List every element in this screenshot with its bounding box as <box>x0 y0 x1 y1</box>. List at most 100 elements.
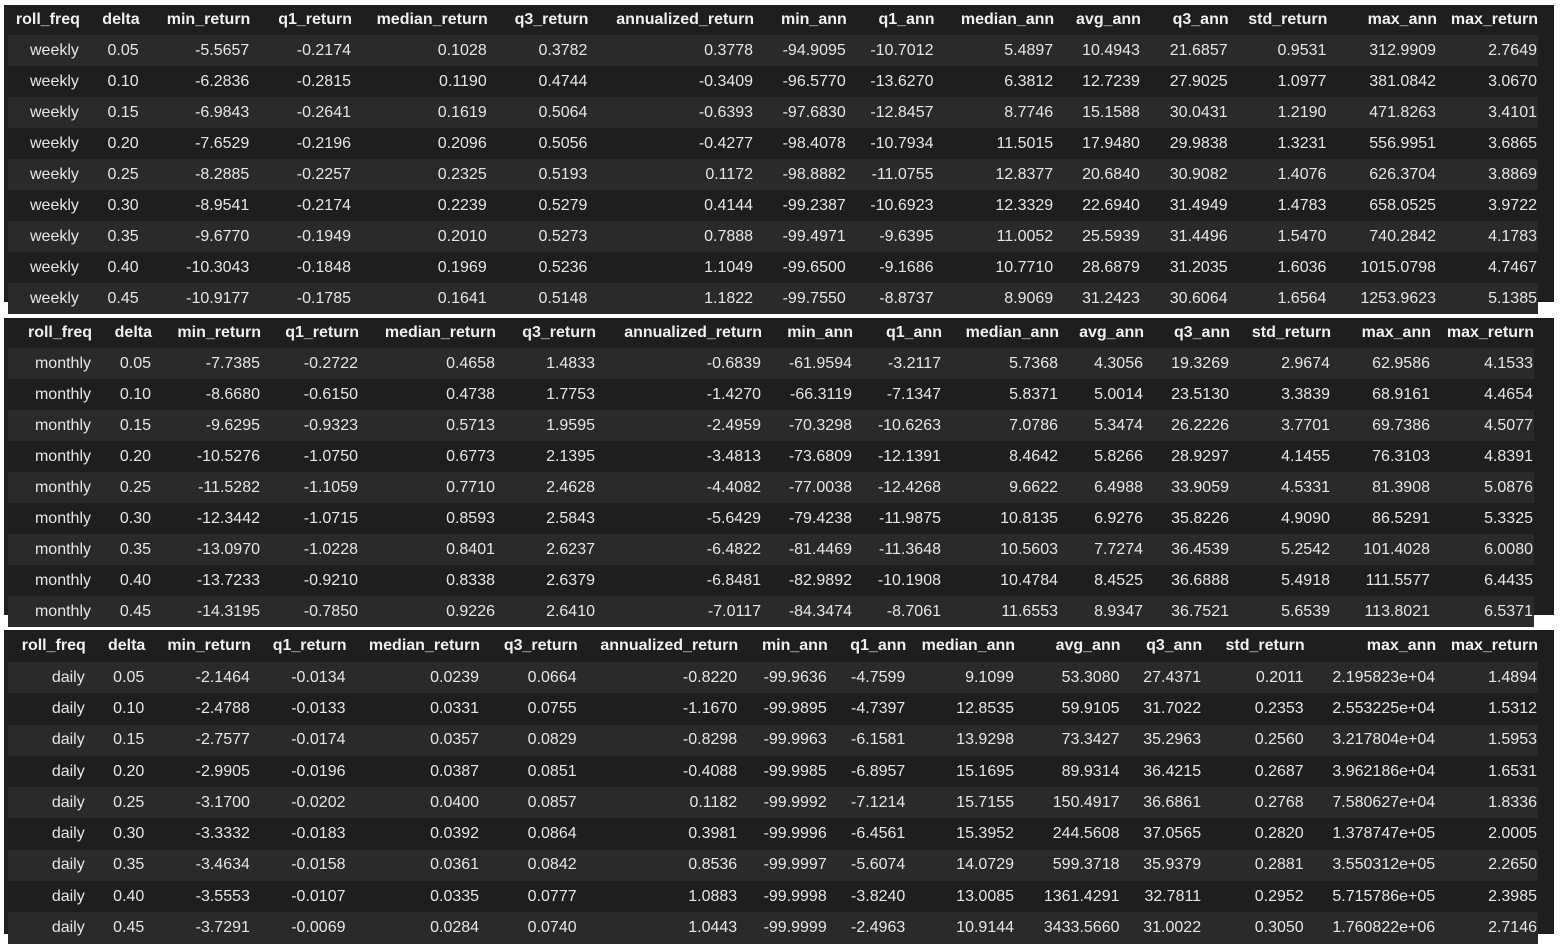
table-cell-annualized-return: -4.4082 <box>596 472 762 503</box>
table-cell-median-ann: 11.5015 <box>934 128 1055 159</box>
table-cell-delta: 0.20 <box>92 441 152 472</box>
table-cell-median-ann: 10.9144 <box>906 912 1016 944</box>
table-cell-std-return: 5.2542 <box>1230 534 1331 565</box>
table-cell-std-return: 0.2952 <box>1202 881 1305 913</box>
table-cell-q1-ann: -8.7061 <box>853 596 942 627</box>
table-cell-median-ann: 9.6622 <box>942 472 1059 503</box>
column-header-median-return: median_return <box>376 11 488 28</box>
column-header-avg-ann: avg_ann <box>1079 324 1144 341</box>
table-cell-q1-ann: -8.8737 <box>846 283 935 314</box>
table-cell-q3-return: 2.6237 <box>496 534 596 565</box>
table-cell-delta: 0.30 <box>79 190 140 221</box>
table-cell-q1-ann: -12.4268 <box>853 472 942 503</box>
table-cell-avg-ann: 89.9314 <box>1015 755 1121 788</box>
table-cell-max-ann: 3.217804e+04 <box>1304 724 1437 756</box>
table-cell-median-return: 0.1641 <box>352 283 488 314</box>
column-header-q3-return: q3_return <box>514 11 589 28</box>
table-cell-median-ann: 15.3952 <box>906 818 1016 850</box>
table-cell-min-ann: -99.9636 <box>738 662 828 694</box>
table-cell-annualized-return: 1.0883 <box>577 881 739 913</box>
column-header-std-return: std_return <box>1248 11 1328 28</box>
table-cell-std-return: 1.4076 <box>1228 159 1328 190</box>
table-cell-median-ann: 5.8371 <box>942 379 1059 410</box>
table-cell-q3-return: 0.5236 <box>487 252 589 283</box>
table-row: daily 0.40 -3.5553 -0.0107 0.0335 0.0777 1.088… <box>8 881 1538 913</box>
table-cell-delta: 0.30 <box>92 503 152 534</box>
table-cell-q1-ann: -3.2117 <box>853 348 942 379</box>
table-cell-avg-ann: 17.9480 <box>1054 128 1141 159</box>
table-cell-std-return: 3.7701 <box>1230 410 1331 441</box>
table-cell-annualized-return: 1.1049 <box>588 252 755 283</box>
table-cell-median-ann: 10.5603 <box>942 534 1059 565</box>
table-cell-median-return: 0.0400 <box>346 787 481 819</box>
table-cell-delta: 0.45 <box>79 283 140 314</box>
table-cell-delta: 0.35 <box>85 849 146 882</box>
table-cell-q3-ann: 27.9025 <box>1140 66 1229 97</box>
table-cell-q1-return: -0.2722 <box>261 348 359 379</box>
table-cell-annualized-return: -0.4277 <box>588 128 755 159</box>
table-cell-delta: 0.40 <box>79 252 140 283</box>
table-cell-std-return: 0.2011 <box>1202 662 1305 694</box>
table-cell-std-return: 0.3050 <box>1202 912 1305 944</box>
table-row: monthly 0.30 -12.3442 -1.0715 0.8593 2.5843 -5… <box>8 503 1534 534</box>
table-row: monthly 0.15 -9.6295 -0.9323 0.5713 1.9595 -2.… <box>8 410 1534 441</box>
table-cell-roll-freq: daily <box>8 787 86 819</box>
table-cell-max-ann: 81.3908 <box>1331 472 1431 503</box>
table-cell-q1-ann: -10.6923 <box>846 190 935 221</box>
table-cell-std-return: 1.3231 <box>1228 128 1328 159</box>
table-cell-roll-freq: daily <box>8 693 86 725</box>
table-cell-max-ann: 1.760822e+06 <box>1304 912 1437 944</box>
table-cell-median-ann: 10.4784 <box>942 565 1059 596</box>
table-cell-q1-return: -0.2196 <box>250 128 352 159</box>
table-cell-q1-return: -0.9323 <box>261 410 359 441</box>
table-cell-q3-return: 2.6410 <box>496 596 596 627</box>
table-cell-max-return: 3.0670 <box>1437 66 1538 97</box>
table-cell-median-return: 0.7710 <box>359 472 496 503</box>
table-cell-roll-freq: weekly <box>8 190 80 221</box>
table-cell-min-return: -2.9905 <box>145 755 251 788</box>
table-cell-annualized-return: -1.4270 <box>596 379 762 410</box>
table-cell-std-return: 4.1455 <box>1230 441 1331 472</box>
table-cell-min-ann: -99.9992 <box>738 787 828 819</box>
table-cell-min-return: -9.6295 <box>152 410 261 441</box>
column-header-delta: delta <box>102 11 140 28</box>
table-cell-median-ann: 12.8377 <box>934 159 1055 190</box>
table-cell-max-return: 4.8391 <box>1431 441 1534 472</box>
table-cell-q3-ann: 30.6064 <box>1140 283 1229 314</box>
table-cell-min-return: -14.3195 <box>152 596 261 627</box>
table-cell-q3-ann: 36.4539 <box>1144 534 1230 565</box>
table-cell-min-ann: -99.9963 <box>738 724 828 756</box>
table-cell-median-return: 0.0357 <box>346 724 481 756</box>
table-cell-q3-return: 2.1395 <box>496 441 596 472</box>
table-cell-q1-ann: -3.8240 <box>827 881 907 913</box>
table-cell-std-return: 0.2353 <box>1202 693 1305 725</box>
table-cell-max-ann: 471.8263 <box>1327 97 1438 128</box>
table-cell-max-ann: 68.9161 <box>1331 379 1431 410</box>
table-row: weekly 0.45 -10.9177 -0.1785 0.1641 0.5148 1.1… <box>8 283 1538 314</box>
table-cell-delta: 0.25 <box>79 159 140 190</box>
table-cell-median-return: 0.4658 <box>359 348 496 379</box>
table-row: weekly 0.15 -6.9843 -0.2641 0.1619 0.5064 -0.6… <box>8 97 1538 128</box>
table-cell-min-return: -3.5553 <box>145 881 251 913</box>
table-row: monthly 0.10 -8.6680 -0.6150 0.4738 1.7753 -1.… <box>8 379 1534 410</box>
table-cell-min-ann: -99.7550 <box>754 283 847 314</box>
column-header-q3-return: q3_return <box>503 637 578 654</box>
table-cell-min-ann: -99.9997 <box>738 849 828 882</box>
column-header-min-return: min_return <box>167 637 251 654</box>
table-cell-max-ann: 1253.9623 <box>1327 283 1438 314</box>
column-header-q3-ann: q3_ann <box>1146 637 1203 654</box>
table-cell-min-return: -11.5282 <box>152 472 261 503</box>
table-cell-max-ann: 3.550312e+05 <box>1304 849 1437 882</box>
table-cell-q1-ann: -4.7397 <box>827 693 907 725</box>
column-header-annualized-return: annualized_return <box>624 324 762 341</box>
table-cell-q3-return: 2.6379 <box>496 565 596 596</box>
table-cell-q3-ann: 35.2963 <box>1120 724 1203 756</box>
table-cell-q1-return: -0.6150 <box>261 379 359 410</box>
table-cell-median-ann: 9.1099 <box>906 662 1016 694</box>
table-cell-q1-return: -0.0107 <box>250 881 347 913</box>
table-cell-median-ann: 13.0085 <box>906 881 1016 913</box>
table-cell-std-return: 5.6539 <box>1230 596 1331 627</box>
table-cell-delta: 0.25 <box>85 787 146 819</box>
table-cell-max-ann: 3.962186e+04 <box>1304 755 1437 788</box>
table-cell-min-ann: -82.9892 <box>762 565 853 596</box>
